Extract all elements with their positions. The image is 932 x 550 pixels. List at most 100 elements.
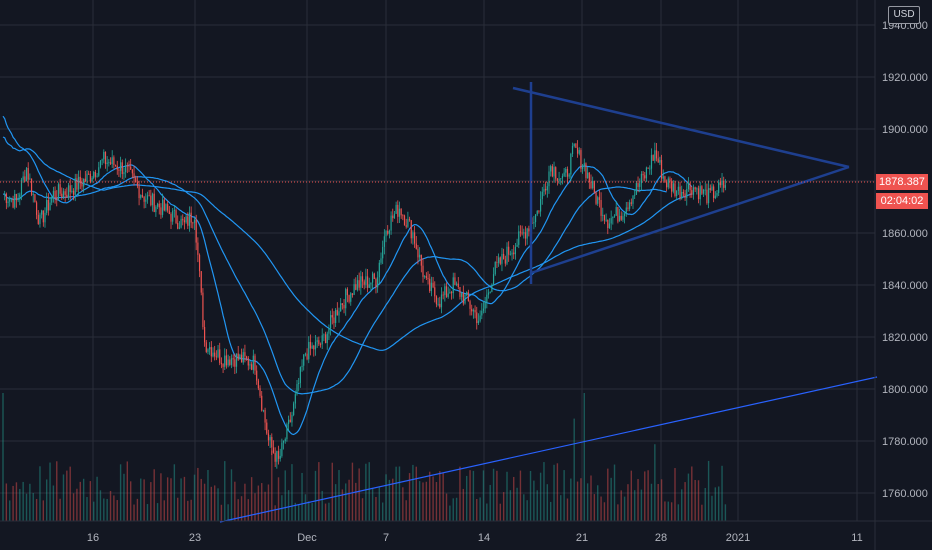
- candle-body: [613, 215, 616, 217]
- volume-bar: [177, 497, 179, 521]
- triangle-lower-line[interactable]: [530, 165, 850, 275]
- candle-body: [368, 284, 370, 288]
- candle-body: [681, 191, 683, 199]
- candle-body: [442, 294, 444, 296]
- volume-bar: [56, 461, 58, 521]
- candle-body: [612, 216, 614, 219]
- time-axis[interactable]: 16 23 Dec 7 14 21 28 2021 11: [87, 532, 863, 544]
- trendline-drawings[interactable]: [219, 82, 878, 523]
- volume-bar: [697, 480, 700, 521]
- candle-body: [333, 317, 335, 324]
- volume-bar: [633, 490, 636, 521]
- candle-body: [387, 230, 389, 234]
- candle-body: [330, 315, 332, 329]
- candle-body: [491, 284, 493, 292]
- volume-bar: [348, 479, 350, 521]
- candle-body: [667, 178, 669, 188]
- candle-body: [545, 188, 547, 191]
- candle-body: [580, 150, 582, 169]
- volume-bar: [341, 489, 344, 521]
- candle-body: [481, 310, 483, 316]
- candle-body: [561, 175, 564, 179]
- volume-bar: [650, 483, 653, 521]
- volume-bar: [224, 461, 226, 521]
- candle-body: [566, 168, 569, 177]
- volume-bar: [213, 485, 216, 521]
- volume-bar: [25, 493, 28, 521]
- candle-body: [721, 180, 723, 186]
- candle-body: [435, 296, 438, 305]
- candle-body: [304, 353, 306, 355]
- candle-body: [669, 178, 671, 182]
- candle-body: [655, 150, 658, 159]
- candle-body: [511, 252, 513, 255]
- candle-body: [598, 197, 600, 200]
- candle-body: [240, 354, 243, 363]
- volume-bar: [93, 501, 95, 521]
- candle-body: [634, 194, 636, 196]
- volume-bar: [422, 482, 424, 521]
- candle-body: [101, 159, 103, 161]
- candle-body: [624, 213, 626, 217]
- candle-body: [664, 176, 666, 183]
- volume-bar: [62, 474, 65, 521]
- candle-body: [395, 204, 397, 214]
- volume-bar: [563, 470, 565, 521]
- volume-bar: [160, 473, 162, 521]
- candle-body: [590, 182, 592, 189]
- volume-bar: [442, 473, 444, 521]
- volume-bar: [257, 485, 260, 521]
- candle-body: [639, 183, 641, 187]
- candle-body: [298, 382, 300, 385]
- candle-body: [116, 165, 118, 170]
- candle-body: [158, 203, 160, 208]
- volume-bar: [291, 464, 293, 521]
- volume-bar: [721, 465, 723, 521]
- price-tick-label: 1840.000: [882, 280, 928, 292]
- volume-bar: [45, 479, 48, 521]
- volume-bar: [297, 504, 300, 521]
- volume-bar: [469, 470, 471, 521]
- candle-body: [660, 160, 663, 179]
- triangle-upper-line[interactable]: [512, 86, 850, 169]
- price-tick-label: 1760.000: [882, 488, 928, 500]
- support-trendline[interactable]: [219, 376, 878, 523]
- candle-body: [565, 168, 567, 173]
- candle-body: [209, 347, 211, 350]
- volume-bar: [318, 462, 320, 521]
- currency-label[interactable]: USD: [888, 6, 920, 24]
- candle-body: [227, 359, 229, 366]
- candle-body: [708, 188, 710, 204]
- candle-body: [366, 276, 369, 288]
- candle-body: [689, 183, 691, 191]
- candle-body: [54, 190, 56, 198]
- candle-body: [225, 355, 228, 366]
- candle-body: [276, 451, 278, 462]
- volume-bar: [593, 494, 596, 521]
- candle-body: [434, 287, 436, 297]
- candle-body: [472, 309, 474, 312]
- candle-body: [444, 286, 446, 296]
- candle-body: [20, 179, 23, 195]
- candle-body: [676, 190, 678, 197]
- volume-bar: [388, 479, 391, 521]
- candle-body: [476, 312, 478, 324]
- candle-body: [575, 143, 577, 148]
- volume-bar: [334, 484, 337, 521]
- candle-body: [4, 193, 6, 195]
- candle-body: [130, 166, 132, 170]
- candle-body: [296, 384, 298, 395]
- candle-body: [377, 277, 379, 288]
- candle-body: [714, 195, 716, 199]
- candle-body: [5, 193, 7, 203]
- volume-bar: [284, 470, 286, 521]
- time-tick-label: 14: [478, 532, 490, 544]
- candle-body: [437, 303, 439, 305]
- candle-body: [541, 191, 543, 199]
- candle-body: [540, 198, 542, 212]
- volume-bar: [35, 498, 38, 521]
- volume-bar: [99, 490, 102, 521]
- volume-bar: [230, 469, 233, 521]
- candle-body: [269, 437, 271, 441]
